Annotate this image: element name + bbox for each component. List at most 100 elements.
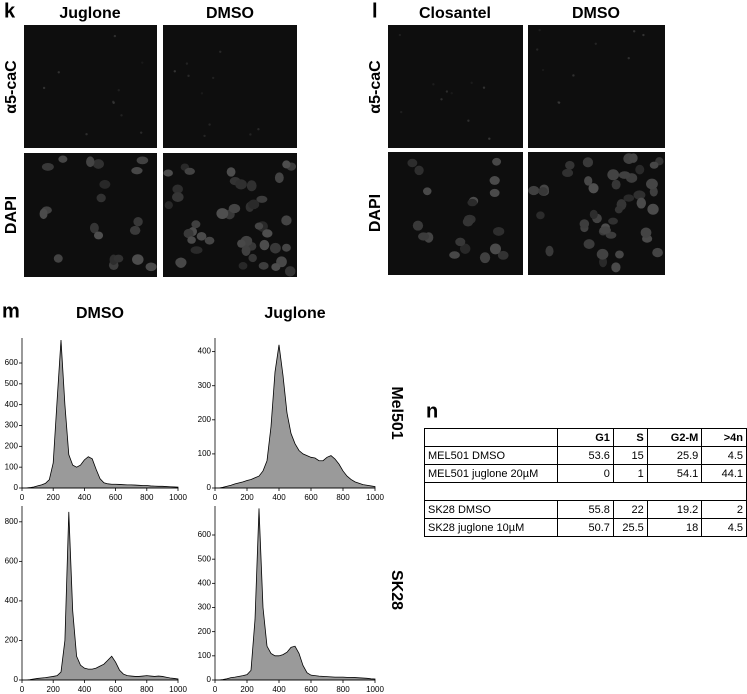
x-tick-label: 200 — [47, 493, 61, 502]
cell — [196, 231, 207, 241]
cell — [618, 171, 631, 179]
panel-label: m — [2, 300, 20, 322]
y-tick-label: 100 — [198, 651, 212, 660]
row-title: SK28 — [388, 570, 405, 610]
y-tick-label: 0 — [14, 675, 19, 684]
cell — [53, 254, 63, 263]
table-row: MEL501 juglone 20µM 0 1 54.1 44.1 — [423, 464, 747, 483]
row-label: SK28 DMSO — [423, 500, 559, 519]
panel-label: k — [4, 0, 16, 22]
y-tick-label: 200 — [198, 627, 212, 636]
y-tick-label: 0 — [207, 483, 212, 492]
cell — [611, 179, 621, 190]
cell — [39, 208, 48, 220]
cell — [281, 215, 292, 226]
cell — [92, 159, 104, 169]
cell — [432, 83, 435, 86]
cell — [271, 263, 281, 271]
x-tick-label: 800 — [140, 493, 154, 502]
cell — [85, 133, 88, 136]
cell — [528, 185, 540, 196]
cell — [96, 193, 106, 203]
spacer-cell — [424, 482, 747, 501]
panel-label: n — [426, 400, 438, 422]
cell — [235, 179, 247, 190]
cell — [615, 250, 624, 259]
y-tick-label: 400 — [5, 596, 19, 605]
cell — [258, 261, 269, 270]
cell — [414, 165, 424, 176]
y-tick-label: 800 — [5, 517, 19, 526]
value-cell: 18 — [646, 518, 703, 537]
cell — [536, 48, 539, 51]
cell — [131, 167, 143, 175]
cell — [228, 203, 241, 214]
x-tick-label: 1000 — [169, 493, 187, 502]
y-tick-label: 200 — [5, 636, 19, 645]
x-tick-label: 1000 — [169, 685, 187, 694]
cell — [399, 110, 403, 114]
cell — [647, 203, 659, 215]
cell — [562, 168, 574, 178]
column-title: Juglone — [59, 5, 120, 22]
cell — [172, 192, 184, 202]
cell — [440, 98, 443, 101]
cell — [86, 156, 95, 168]
cell — [120, 114, 123, 117]
cell — [284, 266, 296, 277]
x-tick-label: 600 — [304, 685, 318, 694]
cell — [538, 28, 541, 32]
cell — [583, 239, 595, 249]
x-tick-label: 400 — [272, 685, 286, 694]
table-row: SK28 juglone 10µM 50.7 25.5 18 4.5 — [423, 518, 747, 537]
row-title: α5-caC — [367, 60, 384, 114]
cell — [449, 251, 460, 259]
cell — [579, 219, 590, 229]
cell — [423, 187, 432, 196]
value-cell: 50.7 — [557, 518, 614, 537]
value-cell: 53.6 — [557, 446, 614, 465]
y-tick-label: 200 — [198, 415, 212, 424]
column-title: DMSO — [206, 5, 254, 22]
cell — [191, 220, 201, 229]
x-tick-label: 800 — [336, 685, 350, 694]
table-header-row: G1 S G2-M >4n — [423, 428, 747, 447]
value-cell: 22 — [612, 500, 648, 519]
header-cell — [423, 428, 559, 447]
x-tick-label: 600 — [109, 493, 123, 502]
value-cell: 44.1 — [701, 464, 747, 483]
header-cell: G2-M — [646, 428, 703, 447]
cell — [627, 56, 630, 60]
cell — [133, 216, 143, 227]
cell — [470, 81, 473, 85]
cell — [187, 236, 196, 244]
row-label: SK28 juglone 10µM — [423, 518, 559, 537]
column-title: DMSO — [76, 305, 124, 322]
cell — [462, 217, 474, 227]
header-cell: G1 — [557, 428, 614, 447]
cell — [203, 134, 206, 138]
cell — [136, 156, 149, 165]
cell-cycle-table: G1 S G2-M >4n MEL501 DMSO 53.6 15 25.9 4.5 MEL501… — [423, 428, 747, 537]
cell — [254, 222, 264, 230]
x-tick-label: 400 — [78, 685, 92, 694]
y-tick-label: 500 — [5, 379, 19, 388]
y-tick-label: 300 — [5, 421, 19, 430]
y-tick-label: 100 — [198, 449, 212, 458]
x-tick-label: 800 — [336, 493, 350, 502]
header-cell: S — [612, 428, 648, 447]
cell — [42, 86, 46, 90]
x-tick-label: 0 — [213, 493, 218, 502]
cell — [208, 123, 211, 126]
cell — [163, 169, 173, 177]
value-cell: 55.8 — [557, 500, 614, 519]
cell — [589, 209, 598, 219]
cell — [557, 101, 561, 104]
value-cell: 25.5 — [612, 518, 648, 537]
row-label: MEL501 juglone 20µM — [423, 464, 559, 483]
cell — [237, 239, 246, 248]
cell — [538, 187, 548, 196]
column-title: Closantel — [419, 5, 491, 22]
cell — [584, 176, 593, 186]
cell — [248, 253, 257, 263]
